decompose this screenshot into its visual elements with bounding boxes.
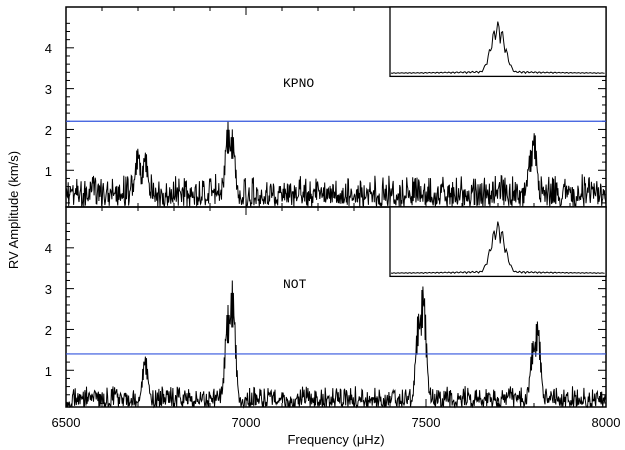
x-tick-label: 7500: [412, 415, 441, 430]
bottom-panel-label: NOT: [283, 277, 307, 292]
top-y-tick-label: 4: [45, 41, 52, 56]
x-tick-label: 6500: [52, 415, 81, 430]
plot-layer: [65, 6, 607, 409]
x-tick-label: 7000: [232, 415, 261, 430]
bottom-panel-frame: [65, 206, 607, 408]
inset-frame: [389, 6, 607, 78]
bottom-panel: NOT: [65, 206, 607, 408]
inset-window-line: [390, 221, 605, 275]
x-tick-label: 8000: [592, 415, 621, 430]
top-y-tick-label: 3: [45, 82, 52, 97]
x-axis-title: Frequency (μHz): [287, 432, 384, 447]
y-axis-title: RV Amplitude (km/s): [6, 151, 21, 269]
top-y-tick-label: 2: [45, 123, 52, 138]
spectrum-line: [65, 121, 607, 208]
top-panel-label: KPNO: [283, 76, 314, 91]
bottom-y-tick-label: 3: [45, 282, 52, 297]
top-y-tick-label: 1: [45, 164, 52, 179]
bottom-y-tick-label: 1: [45, 364, 52, 379]
spectrum-line: [65, 280, 607, 409]
inset-window-line: [390, 21, 605, 75]
bottom-y-tick-label: 2: [45, 323, 52, 338]
bottom-y-tick-label: 4: [45, 241, 52, 256]
inset-frame: [389, 206, 607, 278]
